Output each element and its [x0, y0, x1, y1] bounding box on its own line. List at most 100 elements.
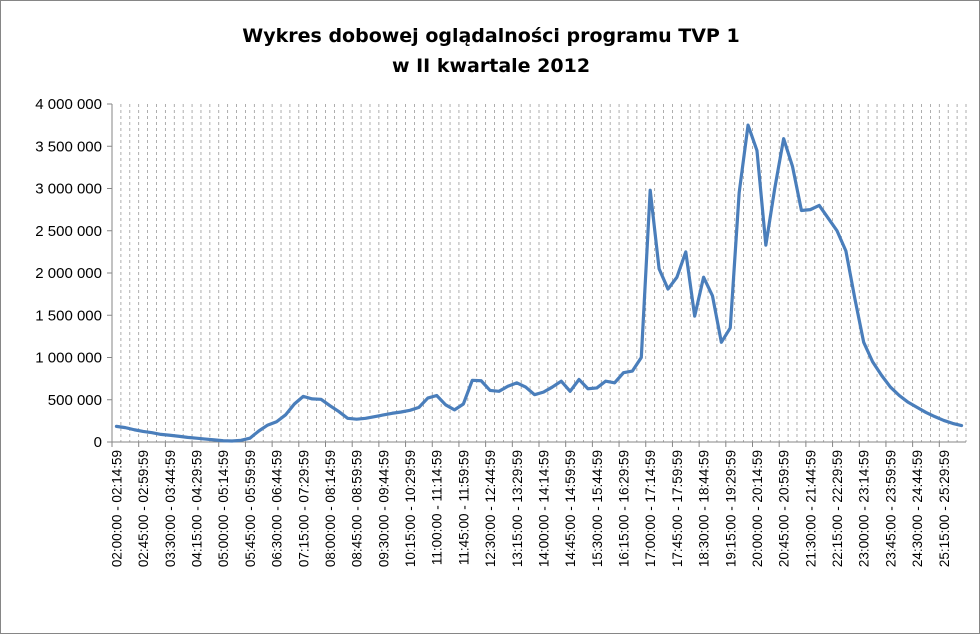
- x-tick-label: 22:15:00 - 22:29:59: [830, 450, 845, 567]
- y-tick-label: 1 000 000: [35, 350, 102, 367]
- x-tick-label: 12:30:00 - 12:44:59: [483, 450, 498, 567]
- data-point: [382, 413, 385, 416]
- data-point: [480, 379, 483, 382]
- x-tick-label: 14:00:00 - 14:14:59: [536, 450, 551, 567]
- x-tick-label: 11:45:00 - 11:59:59: [456, 450, 471, 565]
- data-point: [293, 402, 296, 405]
- axes: [107, 103, 966, 447]
- data-point: [675, 276, 678, 279]
- data-point: [462, 402, 465, 405]
- data-point: [738, 191, 741, 194]
- data-point: [195, 437, 198, 440]
- x-tick-label: 02:45:00 - 02:59:59: [136, 450, 151, 567]
- x-tick-label: 21:30:00 - 21:44:59: [803, 450, 818, 567]
- x-tick-label: 24:30:00 - 24:44:59: [910, 450, 925, 567]
- y-tick-label: 0: [94, 434, 102, 451]
- data-point: [729, 326, 732, 329]
- series-line: [114, 123, 964, 443]
- data-point: [853, 297, 856, 300]
- data-point: [560, 380, 563, 383]
- x-tick-label: 10:15:00 - 10:29:59: [403, 450, 418, 567]
- data-point: [613, 381, 616, 384]
- y-tick-label: 4 000 000: [35, 96, 102, 113]
- x-tick-label: 11:00:00 - 11:14:59: [430, 450, 445, 565]
- y-axis-tick-labels: 0 500 000 1 000 000 1 500 000 2 000 000 2 500…: [35, 96, 102, 451]
- data-point: [506, 385, 509, 388]
- data-point: [871, 360, 874, 363]
- data-point: [800, 209, 803, 212]
- data-point: [373, 415, 376, 418]
- data-point: [266, 424, 269, 427]
- data-point: [346, 417, 349, 420]
- data-point: [159, 433, 162, 436]
- data-point: [827, 217, 830, 220]
- x-tick-label: 06:30:00 - 06:44:59: [270, 450, 285, 567]
- data-point: [791, 165, 794, 168]
- data-point: [640, 356, 643, 359]
- data-point: [773, 187, 776, 190]
- data-point: [844, 250, 847, 253]
- data-point: [239, 439, 242, 442]
- data-point: [328, 404, 331, 407]
- data-point: [151, 431, 154, 434]
- data-point: [391, 412, 394, 415]
- data-point: [649, 189, 652, 192]
- data-point: [836, 229, 839, 232]
- data-point: [862, 341, 865, 344]
- data-point: [711, 294, 714, 297]
- data-point: [444, 403, 447, 406]
- x-tick-label: 05:00:00 - 05:14:59: [216, 450, 231, 567]
- data-point: [489, 389, 492, 392]
- data-point: [916, 406, 919, 409]
- data-point: [924, 411, 927, 414]
- y-tick-label: 3 500 000: [35, 138, 102, 155]
- data-point: [284, 413, 287, 416]
- x-tick-label: 20:00:00 - 20:14:59: [750, 450, 765, 567]
- series-viewership: [114, 123, 964, 443]
- y-tick-label: 3 000 000: [35, 181, 102, 198]
- data-point: [720, 341, 723, 344]
- x-tick-label: 20:45:00 - 20:59:59: [777, 450, 792, 567]
- data-point: [551, 386, 554, 389]
- data-point: [951, 422, 954, 425]
- data-point: [631, 370, 634, 373]
- data-point: [693, 315, 696, 318]
- data-point: [409, 409, 412, 412]
- x-tick-label: 04:15:00 - 04:29:59: [190, 450, 205, 567]
- data-point: [248, 437, 251, 440]
- data-point: [133, 428, 136, 431]
- data-point: [586, 387, 589, 390]
- y-tick-label: 2 000 000: [35, 265, 102, 282]
- data-point: [231, 439, 234, 442]
- x-tick-label: 17:45:00 - 17:59:59: [670, 450, 685, 567]
- x-tick-label: 25:15:00 - 25:29:59: [937, 450, 952, 567]
- x-tick-label: 07:15:00 - 07:29:59: [296, 450, 311, 567]
- x-tick-label: 16:15:00 - 16:29:59: [617, 450, 632, 567]
- chart-title-line-1: Wykres dobowej oglądalności programu TVP…: [242, 25, 739, 47]
- grid-lines: [120, 104, 967, 442]
- x-tick-label: 08:45:00 - 08:59:59: [350, 450, 365, 567]
- data-point: [960, 424, 963, 427]
- data-point: [898, 394, 901, 397]
- data-point: [595, 386, 598, 389]
- chart-title-line-2: w II kwartale 2012: [392, 55, 590, 77]
- data-point: [364, 417, 367, 420]
- data-point: [222, 439, 225, 442]
- data-point: [942, 419, 945, 422]
- x-tick-label: 23:45:00 - 23:59:59: [883, 450, 898, 567]
- data-point: [115, 425, 118, 428]
- data-point: [764, 244, 767, 247]
- x-tick-label: 08:00:00 - 08:14:59: [323, 450, 338, 567]
- data-point: [186, 436, 189, 439]
- data-point: [666, 288, 669, 291]
- x-tick-label: 19:15:00 - 19:29:59: [723, 450, 738, 567]
- data-point: [604, 380, 607, 383]
- data-point: [684, 250, 687, 253]
- data-point: [311, 397, 314, 400]
- data-point: [542, 391, 545, 394]
- data-point: [818, 204, 821, 207]
- y-tick-label: 1 500 000: [35, 307, 102, 324]
- x-tick-label: 15:30:00 - 15:44:59: [590, 450, 605, 567]
